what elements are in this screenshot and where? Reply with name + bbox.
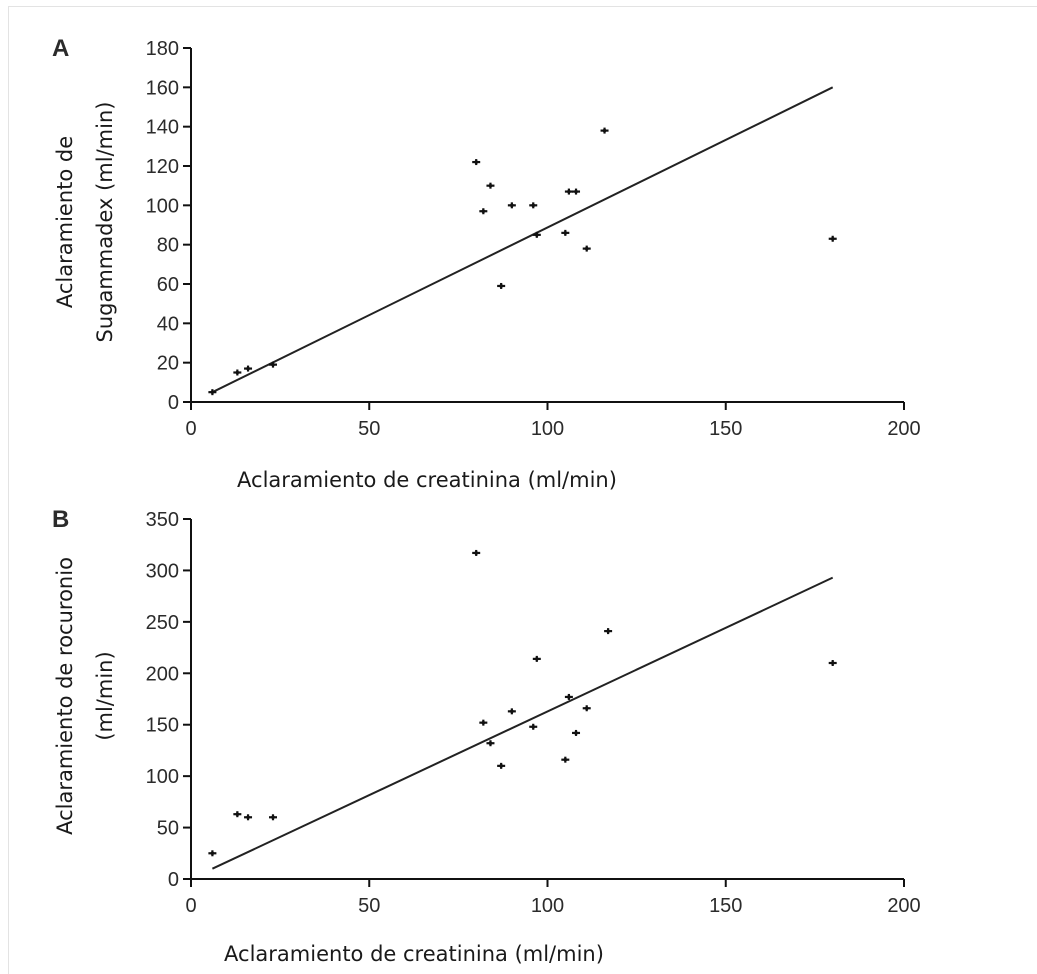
y-tick-label-a: 100 [146, 195, 179, 217]
data-point-a [564, 188, 573, 195]
x-tick-label-a: 100 [531, 418, 564, 440]
data-point-b [529, 723, 538, 730]
x-ticks-a: 0 50 100 150 200 [185, 402, 921, 440]
y-tick-label-b: 0 [168, 869, 179, 891]
data-point-b [561, 756, 570, 763]
x-tick-label-b: 150 [709, 895, 742, 917]
data-point-a [479, 208, 488, 215]
y-axis-title-b-line2: (ml/min) [93, 651, 117, 740]
data-points-b [208, 549, 837, 857]
data-point-a [486, 182, 495, 189]
data-point-b [472, 549, 481, 556]
x-tick-label-b: 200 [887, 895, 920, 917]
y-tick-label-b: 200 [146, 663, 179, 685]
figure-border-top [8, 6, 1037, 7]
data-point-a [532, 231, 541, 238]
regression-line-a [211, 86, 834, 394]
x-tick-label-a: 50 [358, 418, 380, 440]
regression-line-b [211, 576, 834, 870]
data-point-b [244, 814, 253, 821]
y-tick-label-a: 0 [168, 392, 179, 414]
data-point-a [529, 202, 538, 209]
data-point-b [233, 811, 242, 818]
y-tick-label-b: 150 [146, 715, 179, 737]
y-ticks-b: 0 50 100 150 200 250 300 350 [146, 509, 191, 891]
data-point-a [497, 282, 506, 289]
panel-label-b: B [52, 506, 69, 533]
data-point-b [828, 660, 837, 666]
data-point-b [486, 740, 495, 747]
y-axis-title-a-line1: Aclaramiento de [53, 136, 77, 308]
x-axis-title-b: Aclaramiento de creatinina (ml/min) [224, 942, 604, 966]
data-point-b [208, 850, 217, 857]
y-tick-label-b: 250 [146, 612, 179, 634]
data-point-b [479, 719, 488, 726]
data-point-a [600, 127, 609, 134]
y-tick-label-a: 20 [157, 353, 179, 375]
data-point-a [233, 369, 242, 376]
y-tick-label-b: 100 [146, 766, 179, 788]
y-tick-label-a: 160 [146, 77, 179, 99]
data-point-b [564, 693, 573, 700]
data-point-a [472, 159, 481, 166]
data-point-a [582, 245, 591, 252]
y-tick-label-a: 80 [157, 235, 179, 257]
data-point-b [582, 705, 591, 712]
y-tick-label-a: 120 [146, 156, 179, 178]
data-point-b [497, 762, 506, 769]
data-point-b [572, 729, 581, 736]
data-point-a [507, 202, 516, 209]
y-tick-label-b: 300 [146, 560, 179, 582]
x-ticks-b: 0 50 100 150 200 [185, 879, 921, 917]
y-tick-label-a: 140 [146, 117, 179, 139]
data-point-a [208, 389, 217, 396]
x-tick-label-a: 200 [887, 418, 920, 440]
y-tick-label-b: 50 [157, 818, 179, 840]
data-point-a [244, 365, 253, 372]
panel-label-a: A [52, 35, 69, 62]
y-tick-label-b: 350 [146, 509, 179, 531]
data-point-a [268, 361, 277, 368]
y-axis-title-a-line2: Sugammadex (ml/min) [93, 102, 117, 343]
data-point-a [828, 235, 837, 242]
data-point-a [572, 188, 581, 195]
data-point-b [604, 628, 613, 635]
data-point-b [268, 814, 277, 821]
y-axis-title-b-line1: Aclaramiento de rocuronio [53, 557, 77, 835]
x-tick-label-b: 100 [531, 895, 564, 917]
x-tick-label-a: 0 [185, 418, 196, 440]
x-tick-label-b: 0 [185, 895, 196, 917]
data-points-a [208, 127, 837, 396]
chart-panel-b: B 0 50 100 150 200 250 300 350 0 50 100 150 200 Acl… [52, 506, 921, 966]
y-tick-label-a: 180 [146, 38, 179, 60]
y-tick-label-a: 60 [157, 274, 179, 296]
data-point-b [507, 708, 516, 715]
x-tick-label-b: 50 [358, 895, 380, 917]
y-tick-label-a: 40 [157, 313, 179, 335]
y-ticks-a: 0 20 40 60 80 100 120 140 160 180 [146, 38, 191, 414]
data-point-a [561, 229, 570, 236]
figure-border-left [8, 6, 9, 974]
x-axis-title-a: Aclaramiento de creatinina (ml/min) [237, 468, 617, 492]
x-tick-label-a: 150 [709, 418, 742, 440]
data-point-b [532, 655, 541, 662]
